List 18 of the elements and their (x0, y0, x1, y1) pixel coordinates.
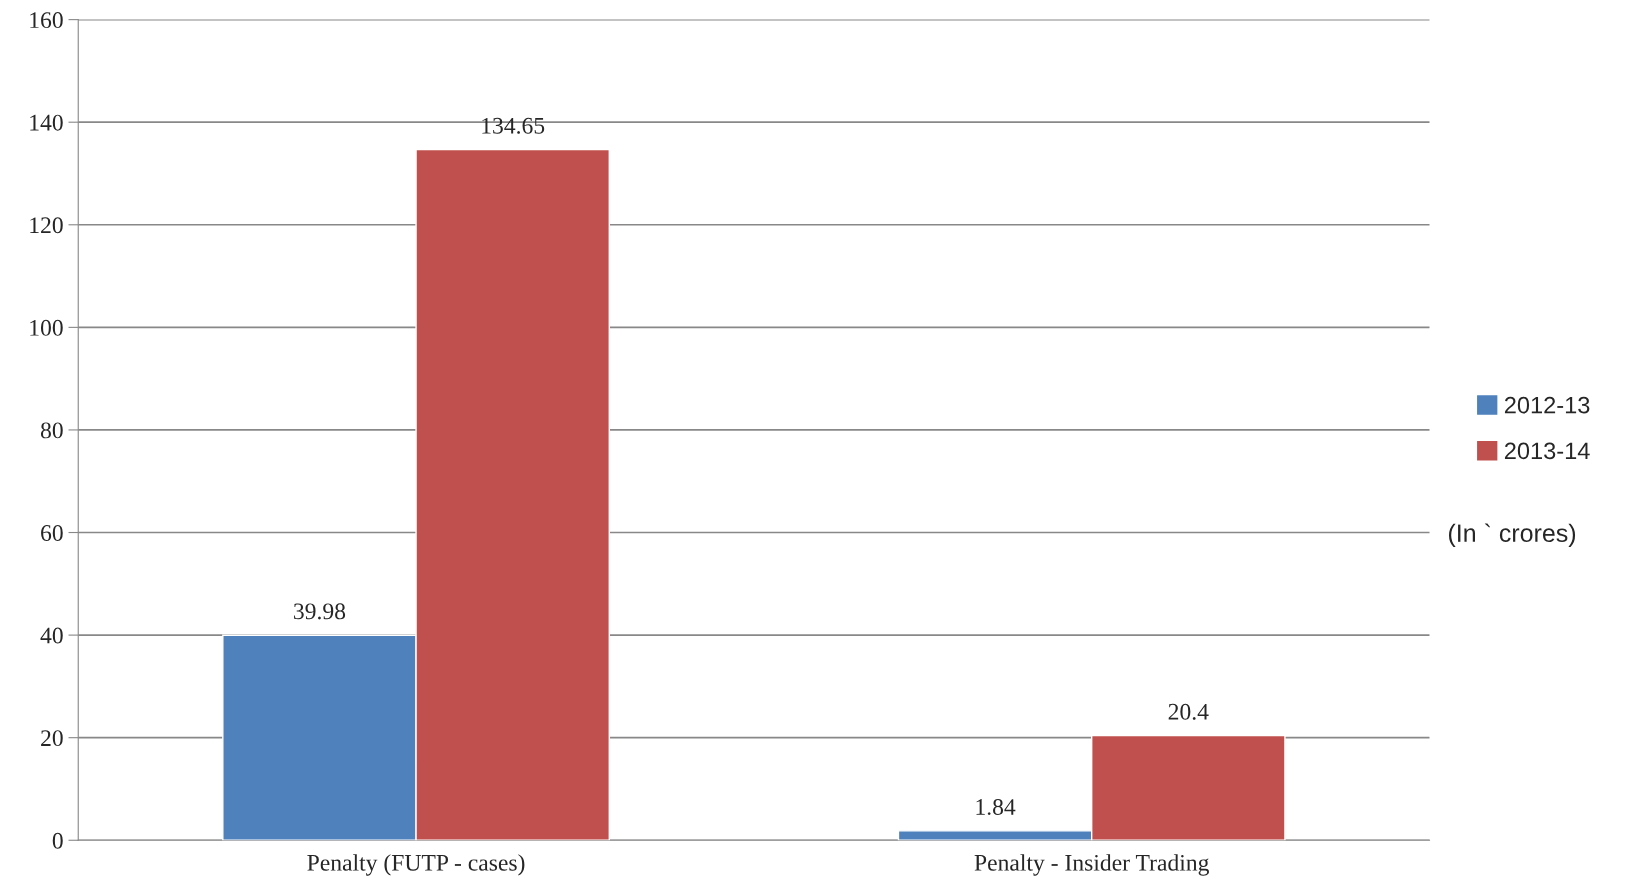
y-tick-label: 120 (30, 217, 63, 234)
y-tick-label: 60 (41, 525, 63, 541)
y-tick-label: 20 (41, 730, 63, 747)
y-tick-label: 40 (40, 627, 63, 644)
data-label: 1.84 (976, 798, 1016, 816)
y-tick-label: 140 (30, 114, 63, 131)
legend-label: 2013-14 (1504, 442, 1590, 460)
y-tick-label: 160 (30, 12, 63, 29)
y-tick-label: 100 (30, 319, 63, 336)
text: (In ` crores) (1448, 523, 1576, 547)
data-label: 20.4 (1168, 703, 1209, 720)
x-tick-label: Penalty (FUTP - cases) (307, 854, 525, 876)
data-label: 134.65 (482, 117, 545, 134)
data-label: 39.98 (294, 603, 346, 620)
legend-label: 2012-13 (1504, 396, 1590, 414)
x-tick-label: Penalty - Insider Trading (974, 854, 1209, 876)
y-tick-label: 80 (40, 422, 63, 439)
y-tick-label: 0 (52, 832, 63, 849)
